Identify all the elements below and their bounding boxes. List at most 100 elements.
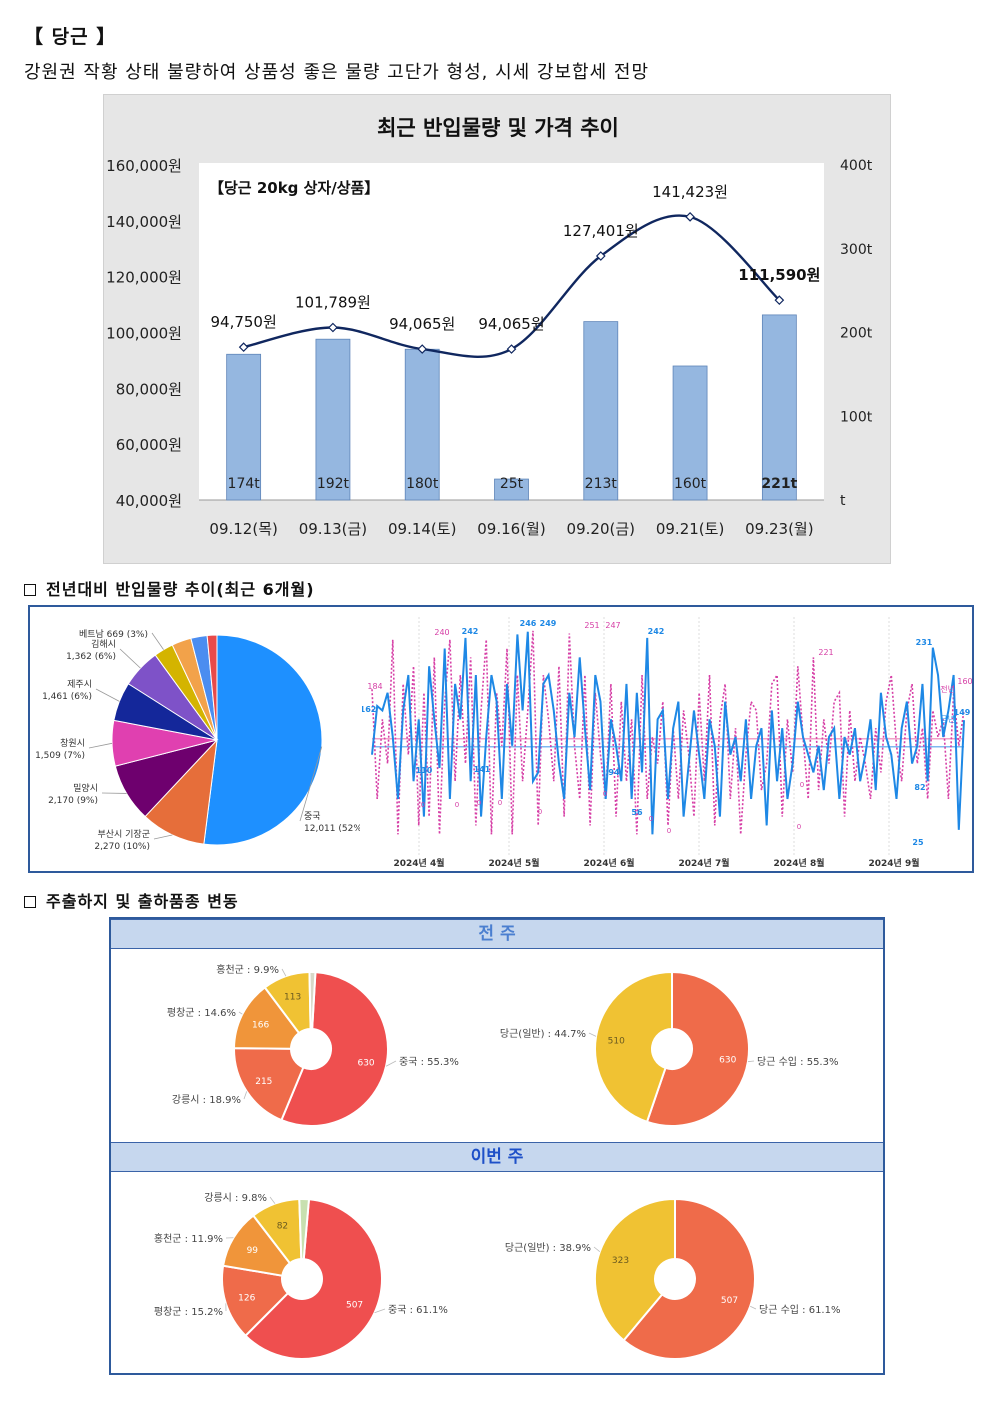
trend-section-title: 전년대비 반입물량 추이(최근 6개월) xyxy=(24,576,315,600)
prev-year-data-label: 160 xyxy=(957,677,972,686)
zero-data-label: 0 xyxy=(455,801,459,809)
price-label: 94,750원 xyxy=(210,313,276,331)
change-section-label: 주출하지 및 출하품종 변동 xyxy=(46,892,239,911)
pie-leader-line xyxy=(153,834,173,840)
this-year-data-label: 149 xyxy=(954,708,971,717)
this-year-data-label: 56 xyxy=(631,808,643,817)
this-year-data-label: 246 xyxy=(520,619,537,628)
donut-slice xyxy=(221,1264,290,1338)
prev-year-data-label: 251 xyxy=(584,621,599,630)
category-label: 09.16(월) xyxy=(477,520,545,538)
donut-label: 평창군 : 15.2% xyxy=(154,1306,223,1318)
donut-value: 126 xyxy=(238,1294,255,1304)
donut-label: 홍천군 : 9.9% xyxy=(216,963,279,976)
donut-label: 당근 수입 : 61.1% xyxy=(759,1303,840,1316)
category-label: 09.14(토) xyxy=(388,520,456,538)
price-marker xyxy=(595,251,606,261)
this-year-line xyxy=(371,631,965,835)
bar xyxy=(226,353,262,501)
donut-leader-line xyxy=(374,1308,386,1314)
donut-value: 215 xyxy=(255,1077,272,1087)
trend-panel: 중국 12,011 (52%) 부산시 기장군 2,270 (10%) 밀양시 2,170… xyxy=(28,605,974,873)
donut-slice xyxy=(594,1197,676,1342)
zero-data-label: 0 xyxy=(797,823,801,831)
price-marker xyxy=(328,322,338,333)
pie-leader-line xyxy=(88,742,113,749)
prev-year-data-label: 240 xyxy=(434,628,449,637)
right-tick-label: 100t xyxy=(840,409,873,425)
prev-year-data-label: 221 xyxy=(818,648,833,657)
pie-slice xyxy=(206,634,218,741)
x-tick-label: 2024년 6월 xyxy=(583,857,634,869)
price-label: 141,423원 xyxy=(652,183,728,201)
this-year-data-label: 25 xyxy=(912,838,924,847)
category-label: 09.13(금) xyxy=(299,520,367,538)
zero-data-label: 0 xyxy=(603,790,607,798)
bar-label: 25t xyxy=(500,476,524,492)
donut-value: 507 xyxy=(346,1300,363,1310)
bar xyxy=(583,321,619,501)
donut-value: 630 xyxy=(357,1059,374,1069)
this-year-data-label: 249 xyxy=(540,619,557,628)
right-tick-label: 400t xyxy=(840,158,873,174)
donut-slice xyxy=(233,1047,305,1122)
pie-leader-line xyxy=(95,688,120,702)
bar xyxy=(315,338,351,501)
zero-data-label: 0 xyxy=(538,808,542,816)
pie-leader-line xyxy=(299,746,323,822)
this-year-data-label: 141 xyxy=(474,765,491,774)
pie-value: 1,461 (6%) xyxy=(42,692,92,702)
donut-slice xyxy=(298,1198,311,1261)
donut-leader-line xyxy=(269,1196,276,1204)
right-tick-label: t xyxy=(840,493,846,509)
bar xyxy=(404,348,440,501)
donut-value: 323 xyxy=(612,1256,629,1266)
left-tick-label: 160,000원 xyxy=(106,157,182,175)
x-tick-label: 2024년 4월 xyxy=(393,857,444,869)
pie-value: 2,170 (9%) xyxy=(48,796,98,806)
left-tick-label: 80,000원 xyxy=(116,380,182,398)
zero-data-label: 0 xyxy=(421,801,425,809)
this-year-data-label: 242 xyxy=(648,627,665,636)
x-tick-label: 2024년 9월 xyxy=(868,857,919,869)
price-label: 94,065원 xyxy=(389,315,455,333)
donut-leader-line xyxy=(750,1305,757,1310)
price-marker xyxy=(774,295,785,305)
page-subtitle: 강원권 작황 상태 불량하여 상품성 좋은 물량 고단가 형성, 시세 강보합세… xyxy=(24,62,650,83)
category-label: 09.12(목) xyxy=(209,520,277,538)
prev-year-data-label: 184 xyxy=(367,682,382,691)
bar-label: 192t xyxy=(317,476,350,492)
donut-label: 중국 : 61.1% xyxy=(388,1304,448,1316)
pie-leader-line xyxy=(119,648,141,669)
shipping-change-panel: 전 주 이번 주 630 중국 : 55.3% 215 강릉시 : 18.9% 166 평… xyxy=(109,917,885,1375)
donut-label: 중국 : 55.3% xyxy=(399,1056,459,1068)
donut-label: 강릉시 : 9.8% xyxy=(204,1192,267,1204)
donut-leader-line xyxy=(747,1060,755,1063)
checkbox-icon xyxy=(24,896,36,908)
donut-slice xyxy=(594,970,673,1124)
pie-label: 창원시 xyxy=(60,738,85,749)
price-marker xyxy=(506,344,517,354)
donut-label: 당근(일반) : 44.7% xyxy=(500,1028,586,1040)
donut-label: 당근 수입 : 55.3% xyxy=(757,1055,838,1068)
donut-value: 99 xyxy=(247,1246,259,1256)
donut-label: 홍천군 : 11.9% xyxy=(154,1232,223,1245)
donut-value: 82 xyxy=(277,1221,288,1231)
this-year-data-label: 94 xyxy=(608,768,620,777)
zero-data-label: 0 xyxy=(649,815,653,823)
bar-label: 180t xyxy=(406,476,439,492)
bar-label: 160t xyxy=(674,476,707,492)
price-volume-chart: 최근 반입물량 및 가격 추이 【당근 20kg 상자/상품】 160,000원 14… xyxy=(103,94,891,564)
donut-slice xyxy=(232,986,301,1050)
pie-leader-line xyxy=(151,632,164,650)
donut-label: 강릉시 : 18.9% xyxy=(172,1094,241,1106)
chart-subtitle: 【당근 20kg 상자/상품】 xyxy=(209,179,379,197)
donut-label: 평창군 : 14.6% xyxy=(167,1007,236,1019)
this-week-header: 이번 주 xyxy=(111,1142,883,1172)
chart-title: 최근 반입물량 및 가격 추이 xyxy=(377,116,619,140)
page-title: 【 당근 】 xyxy=(24,26,117,48)
donut-slice xyxy=(308,971,317,1031)
category-label: 09.20(금) xyxy=(567,520,635,538)
prev-year-line xyxy=(371,630,965,835)
donut-leader-line xyxy=(588,1032,597,1037)
